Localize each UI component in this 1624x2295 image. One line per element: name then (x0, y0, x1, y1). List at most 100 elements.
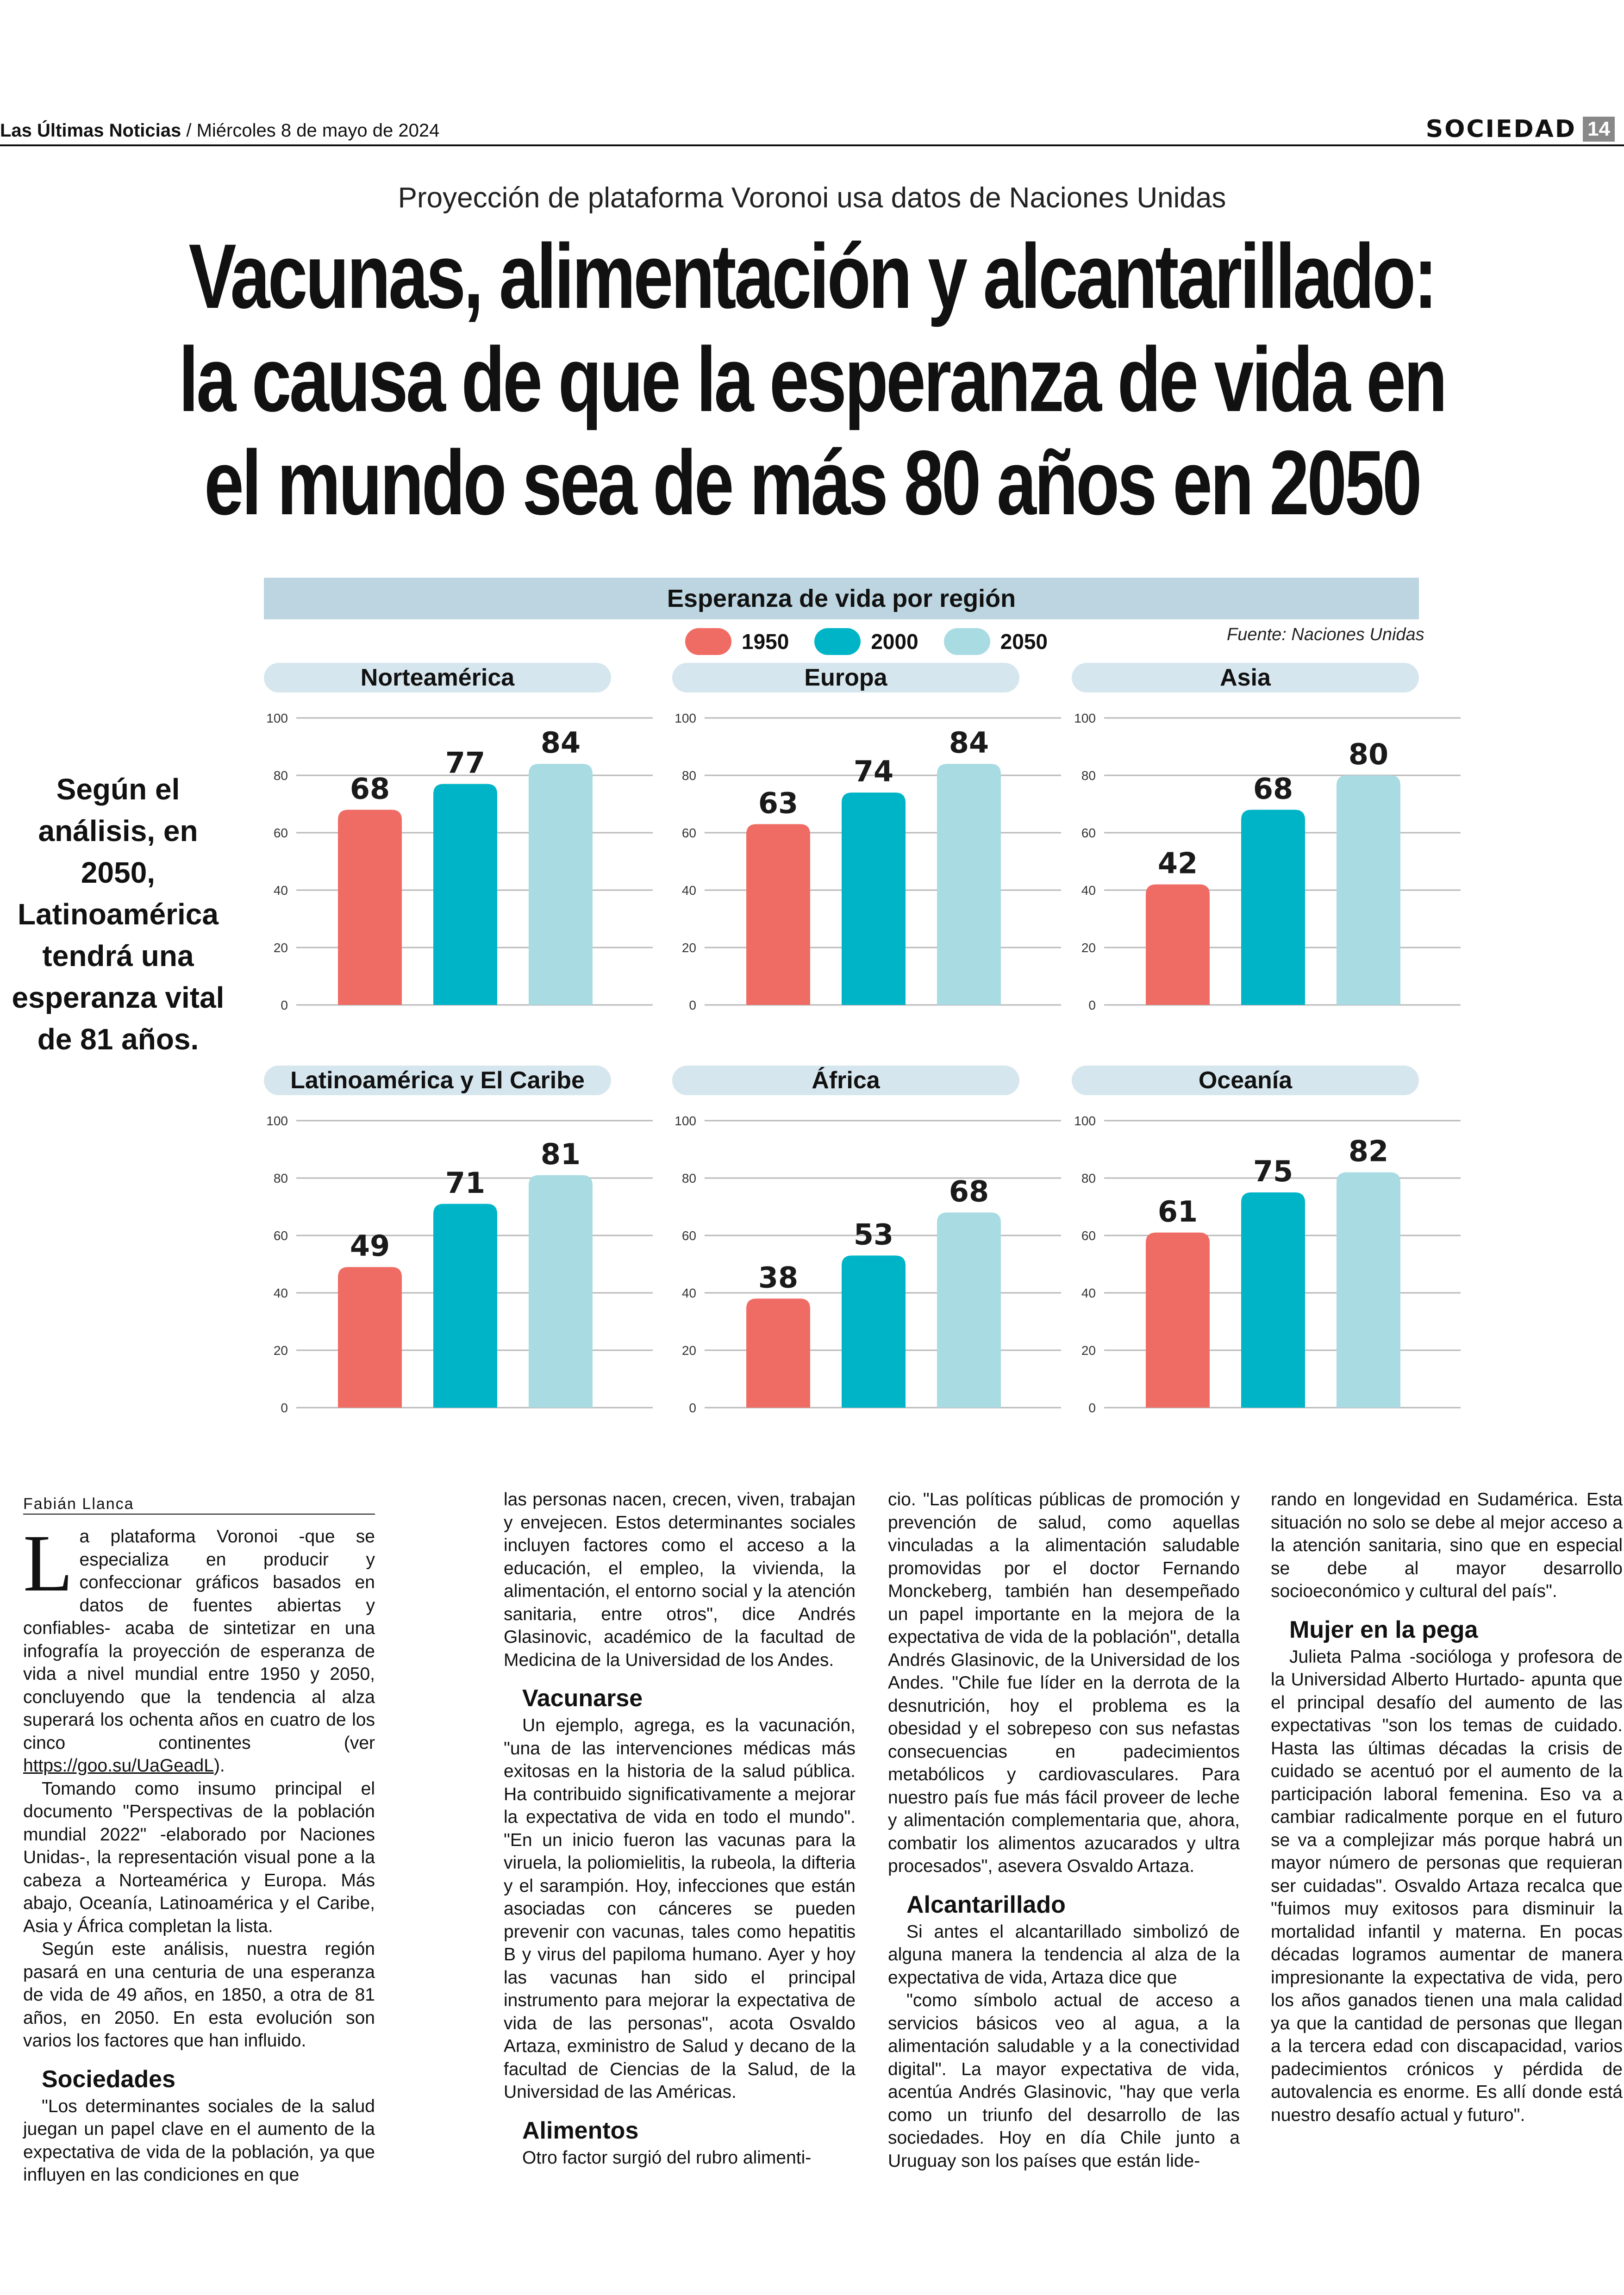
y-tick-label: 40 (274, 1286, 288, 1300)
legend-label: 2050 (1000, 630, 1048, 654)
chart-panel: Norteamérica 0 20 40 60 80 100 68 77 84 (264, 663, 653, 1047)
bar-2050 (937, 764, 1001, 1005)
bar-2050 (529, 764, 593, 1005)
article-paragraph: "Los determinantes sociales de la salud … (23, 2096, 375, 2185)
headline: Vacunas, alimentación y alcantarillado: … (178, 225, 1448, 534)
paragraph-text: ). (213, 1756, 225, 1776)
y-tick-label: 80 (274, 768, 288, 783)
bar-value-label: 38 (758, 1260, 798, 1294)
kicker: Proyección de plataforma Voronoi usa dat… (398, 182, 1226, 214)
chart-panel: Asia 0 20 40 60 80 100 42 68 80 (1072, 663, 1461, 1047)
bar-value-label: 84 (541, 726, 581, 760)
bar-value-label: 68 (949, 1174, 989, 1208)
article-paragraph: las personas nacen, crecen, viven, traba… (504, 1490, 856, 1670)
y-tick-label: 0 (1088, 1401, 1096, 1415)
panel-title: Europa (672, 663, 1019, 692)
side-note: Según el análisis, en 2050, Latinoaméric… (12, 773, 225, 1056)
bar-2000 (1241, 1192, 1305, 1408)
bar-2000 (842, 792, 906, 1005)
y-tick-label: 40 (682, 883, 696, 898)
chart-title: Esperanza de vida por región (264, 578, 1419, 619)
y-tick-label: 0 (1088, 998, 1096, 1012)
y-tick-label: 80 (1081, 768, 1096, 783)
masthead-separator: / (181, 120, 197, 141)
bar-value-label: 81 (541, 1137, 581, 1171)
byline: Fabián Llanca (23, 1495, 134, 1513)
bar-value-label: 63 (758, 786, 798, 820)
article-column-3: cio. "Las políticas públicas de promoció… (888, 1488, 1240, 2172)
article-paragraph: rando en longevidad en Sudamérica. Esta … (1271, 1490, 1623, 1601)
subheading: Alcantarillado (906, 1891, 1066, 1918)
panel-title: África (672, 1066, 1019, 1095)
article-paragraph: cio. "Las políticas públicas de promoció… (888, 1490, 1240, 1876)
bar-1950 (746, 1298, 810, 1408)
legend-swatch (814, 628, 861, 655)
article-column-2: las personas nacen, crecen, viven, traba… (504, 1488, 856, 2169)
bar-2000 (433, 1204, 497, 1408)
y-tick-label: 40 (682, 1286, 696, 1300)
y-tick-label: 80 (274, 1171, 288, 1185)
y-tick-label: 0 (689, 1401, 696, 1415)
chart-panel: Latinoamérica y El Caribe 0 20 40 60 80 100 49 7… (264, 1066, 653, 1450)
publication-line: Las Últimas Noticias / Miércoles 8 de ma… (0, 120, 439, 141)
bar-2000 (433, 784, 497, 1005)
bar-2050 (1337, 1172, 1400, 1408)
bar-1950 (746, 824, 810, 1005)
y-tick-label: 80 (1081, 1171, 1096, 1185)
chart-legend: 1950 2000 2050 (685, 625, 1073, 658)
bar-value-label: 68 (350, 772, 390, 805)
panel-title: Oceanía (1072, 1066, 1419, 1095)
y-tick-label: 20 (274, 941, 288, 955)
chart-panel: África 0 20 40 60 80 100 38 53 68 (672, 1066, 1061, 1450)
legend-item: 2050 (943, 628, 1048, 655)
bar-value-label: 80 (1349, 737, 1388, 771)
y-tick-label: 100 (675, 1114, 696, 1128)
chart-panel: Oceanía 0 20 40 60 80 100 61 75 82 (1072, 1066, 1461, 1450)
bar-value-label: 68 (1253, 772, 1293, 805)
headline-line: Vacunas, alimentación y alcantarillado: (188, 225, 1438, 327)
subheading: Mujer en la pega (1289, 1616, 1478, 1643)
bar-1950 (1146, 884, 1210, 1005)
bar-value-label: 53 (854, 1217, 893, 1251)
bar-value-label: 49 (350, 1229, 390, 1263)
y-tick-label: 60 (1081, 826, 1096, 840)
panel-plot: 0 20 40 60 80 100 68 77 84 (266, 711, 653, 1012)
section-name: SOCIEDAD (1425, 115, 1577, 143)
legend-item: 2000 (814, 628, 918, 655)
chart-panel: Europa 0 20 40 60 80 100 63 74 84 (672, 663, 1061, 1047)
headline-line: la causa de que la esperanza de vida en (178, 328, 1448, 430)
y-tick-label: 20 (682, 1343, 696, 1358)
page-number: 14 (1583, 117, 1615, 142)
y-tick-label: 60 (1081, 1229, 1096, 1243)
y-tick-label: 100 (1074, 1114, 1096, 1128)
y-tick-label: 20 (1081, 941, 1096, 955)
subheading: Sociedades (42, 2065, 176, 2093)
y-tick-label: 100 (675, 711, 696, 725)
bar-value-label: 61 (1158, 1195, 1198, 1229)
y-tick-label: 100 (266, 1114, 288, 1128)
masthead: Las Últimas Noticias / Miércoles 8 de ma… (0, 115, 1624, 145)
bar-value-label: 42 (1158, 847, 1198, 880)
bar-1950 (338, 810, 402, 1005)
byline-rule (23, 1514, 375, 1515)
panel-plot: 0 20 40 60 80 100 49 71 81 (266, 1114, 653, 1415)
source-link[interactable]: https://goo.su/UaGeadL (23, 1756, 214, 1776)
bar-1950 (1146, 1232, 1210, 1408)
publication-date: Miércoles 8 de mayo de 2024 (196, 120, 440, 141)
y-tick-label: 0 (689, 998, 696, 1012)
bar-value-label: 84 (949, 726, 989, 760)
subheading: Vacunarse (522, 1685, 643, 1712)
publication-name: Las Últimas Noticias (0, 120, 181, 141)
article-paragraph: Si antes el alcantarillado simbolizó de … (888, 1921, 1240, 1988)
bar-value-label: 82 (1349, 1135, 1388, 1168)
panel-plot: 0 20 40 60 80 100 42 68 80 (1074, 711, 1461, 1012)
y-tick-label: 0 (281, 1401, 288, 1415)
legend-label: 1950 (742, 630, 789, 654)
bar-1950 (338, 1267, 402, 1408)
legend-swatch (943, 628, 990, 655)
y-tick-label: 100 (1074, 711, 1096, 725)
article-column-4: rando en longevidad en Sudamérica. Esta … (1271, 1488, 1623, 2127)
bar-value-label: 75 (1253, 1154, 1293, 1188)
